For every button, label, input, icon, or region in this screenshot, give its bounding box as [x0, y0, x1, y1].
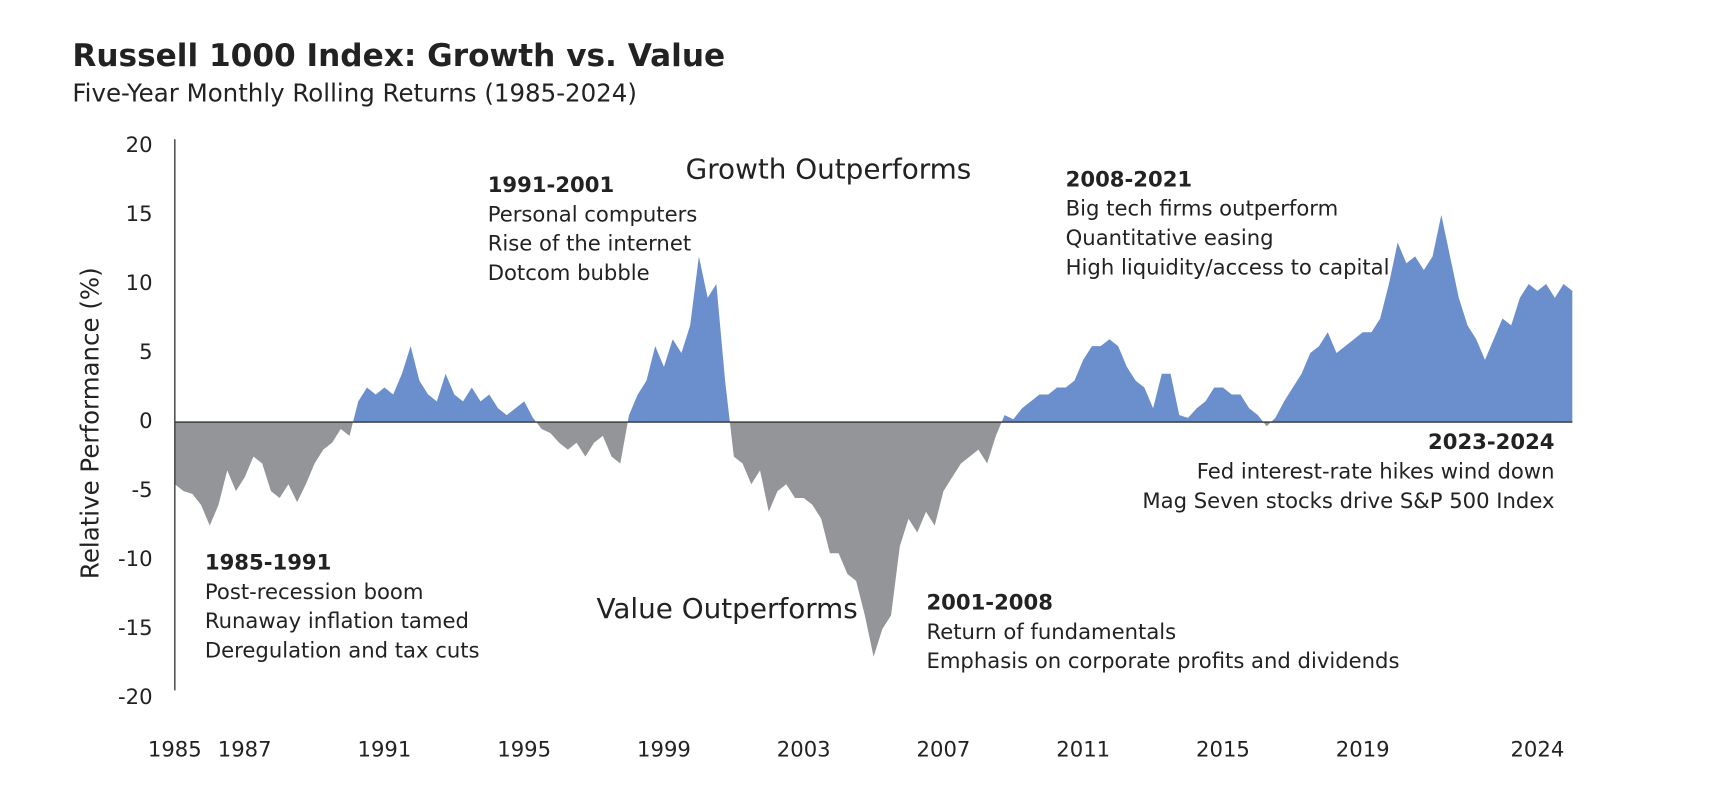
y-tick-label: 20	[126, 132, 153, 157]
annotation-line: Fed interest-rate hikes wind down	[1197, 458, 1555, 483]
annotation-title: 1991-2001	[488, 172, 614, 197]
annotation-line: High liquidity/access to capital	[1066, 254, 1390, 279]
annotation-line: Quantitative easing	[1066, 225, 1274, 250]
annotation-title: 1985-1991	[205, 549, 331, 574]
annotation-line: Runaway inflation tamed	[205, 608, 469, 633]
annotation-line: Emphasis on corporate profits and divide…	[926, 648, 1399, 673]
annotation-line: Return of fundamentals	[926, 619, 1176, 644]
annotation-line: Deregulation and tax cuts	[205, 637, 480, 662]
annotation-title: 2008-2021	[1066, 166, 1192, 191]
positive-area	[174, 214, 1573, 423]
x-tick-label: 1985	[148, 737, 202, 762]
x-tick-label: 2003	[777, 737, 831, 762]
annotation-line: Mag Seven stocks drive S&P 500 Index	[1142, 488, 1554, 513]
annotation-line: Post-recession boom	[205, 579, 424, 604]
x-tick-label: 1995	[497, 737, 551, 762]
annotation-title: 2023-2024	[1428, 429, 1554, 454]
x-tick-label: 2019	[1336, 737, 1390, 762]
chart-title: Russell 1000 Index: Growth vs. Value	[72, 38, 725, 74]
y-tick-label: -20	[118, 684, 153, 709]
annotation-line: Big tech firms outperform	[1066, 196, 1339, 221]
x-tick-label: 1991	[358, 737, 412, 762]
y-tick-label: 15	[126, 201, 153, 226]
x-tick-label: 2015	[1196, 737, 1250, 762]
annotation-line: Personal computers	[488, 201, 698, 226]
y-tick-label: -15	[118, 615, 153, 640]
y-tick-label: 5	[139, 339, 152, 364]
x-tick-label: 1987	[218, 737, 272, 762]
y-tick-label: 0	[139, 408, 152, 433]
y-tick-label: -10	[118, 546, 153, 571]
annotation-line: Rise of the internet	[488, 231, 691, 256]
annotation-title: 2001-2008	[926, 590, 1052, 615]
y-axis-label: Relative Performance (%)	[75, 267, 104, 579]
y-tick-label: 10	[126, 270, 153, 295]
x-tick-label: 2011	[1056, 737, 1110, 762]
positive-label: Growth Outperforms	[686, 152, 972, 185]
x-tick-label: 2024	[1510, 737, 1564, 762]
negative-area	[174, 422, 1573, 657]
y-tick-label: -5	[131, 477, 152, 502]
negative-label: Value Outperforms	[596, 592, 857, 625]
x-tick-label: 1999	[637, 737, 691, 762]
annotation-line: Dotcom bubble	[488, 260, 650, 285]
x-tick-label: 2007	[917, 737, 971, 762]
chart-subtitle: Five-Year Monthly Rolling Returns (1985-…	[72, 79, 637, 108]
